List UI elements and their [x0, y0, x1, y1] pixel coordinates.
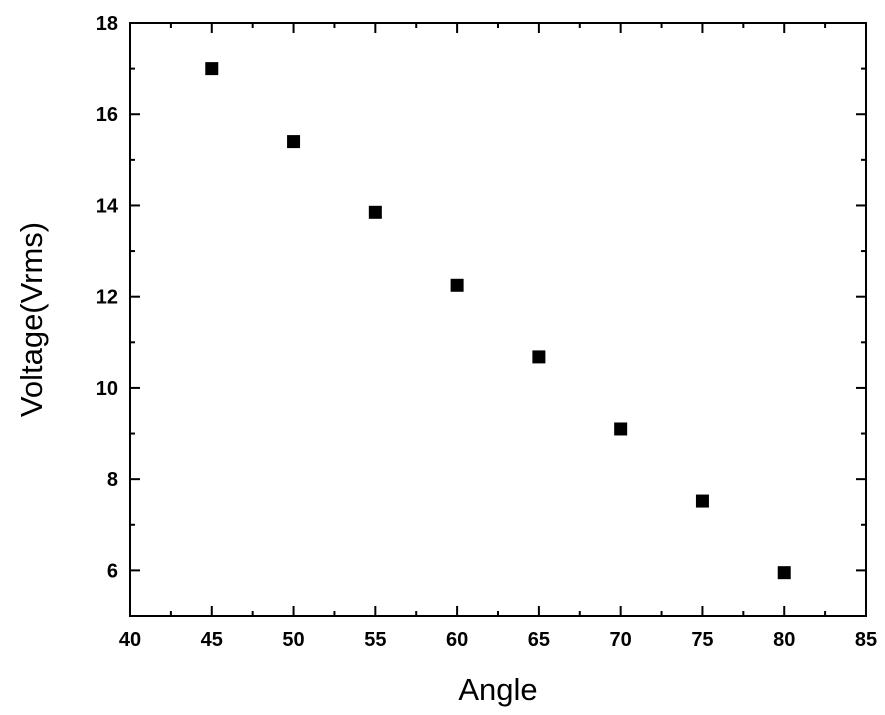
plot-frame	[129, 22, 867, 617]
data-point	[205, 62, 219, 76]
x-tick-label: 80	[773, 629, 795, 651]
x-tick-label: 60	[446, 629, 468, 651]
y-tick-label: 6	[107, 560, 118, 582]
y-tick-label: 14	[96, 195, 119, 217]
x-tick-label: 75	[691, 629, 713, 651]
data-point	[532, 350, 546, 364]
axis-ticks	[129, 22, 867, 617]
data-points	[205, 62, 791, 580]
data-point	[287, 135, 301, 149]
x-tick-label: 55	[364, 629, 386, 651]
plot-area	[129, 22, 867, 617]
y-tick-label: 8	[107, 469, 118, 491]
x-tick-label: 45	[201, 629, 223, 651]
data-point	[695, 494, 709, 508]
data-point	[777, 566, 791, 580]
data-point	[614, 422, 628, 436]
data-point	[450, 278, 464, 292]
y-tick-label: 12	[96, 287, 118, 309]
axis-tick-labels: 40 45 50 55 60 65 70 75 80 85 6 8 10 12 14 16 18	[96, 13, 877, 651]
x-axis-title: Angle	[458, 672, 537, 707]
x-tick-label: 40	[119, 629, 141, 651]
x-tick-label: 65	[528, 629, 550, 651]
x-tick-label: 50	[282, 629, 304, 651]
y-tick-label: 10	[96, 378, 118, 400]
data-point	[368, 205, 382, 219]
y-tick-label: 16	[96, 104, 118, 126]
y-tick-label: 18	[96, 13, 118, 35]
y-axis-title: Voltage(Vrms)	[14, 222, 49, 417]
x-tick-label: 70	[610, 629, 632, 651]
x-tick-label: 85	[855, 629, 877, 651]
